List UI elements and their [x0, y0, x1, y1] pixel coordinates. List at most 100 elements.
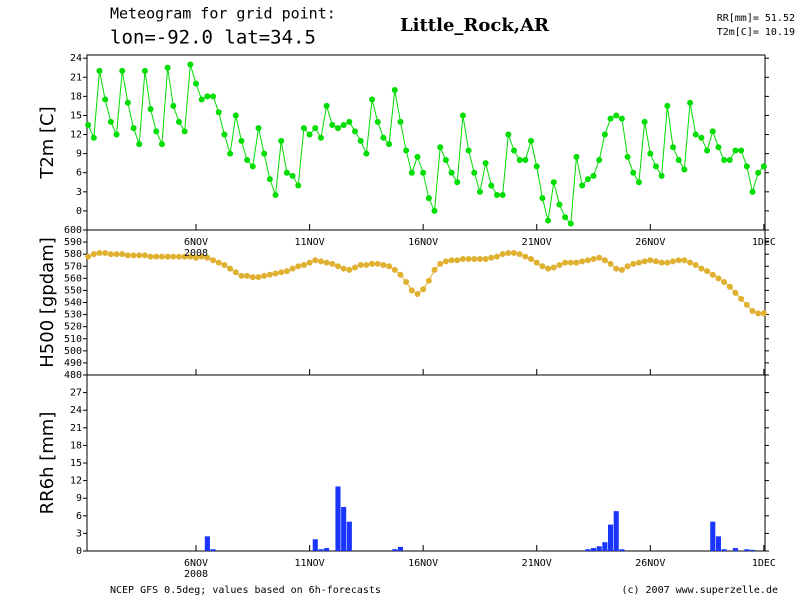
point	[85, 122, 92, 128]
point	[749, 307, 756, 314]
point	[533, 259, 540, 266]
y-tick-label: 480	[64, 370, 82, 381]
point	[153, 253, 160, 260]
point	[397, 271, 404, 278]
point	[158, 141, 165, 148]
y-tick-label: 600	[64, 225, 82, 236]
point	[397, 118, 404, 125]
point	[726, 157, 733, 163]
y-tick-label: 15	[70, 458, 82, 469]
point	[601, 131, 608, 138]
point	[511, 249, 518, 256]
point	[459, 256, 466, 262]
point	[743, 163, 750, 170]
point	[528, 256, 535, 262]
point	[675, 157, 682, 163]
point	[272, 270, 279, 277]
point	[391, 266, 398, 273]
point	[516, 157, 523, 163]
point	[420, 169, 427, 176]
point	[300, 262, 307, 269]
point	[261, 150, 268, 157]
point	[579, 182, 586, 189]
point	[187, 253, 194, 260]
y-tick-label: 550	[64, 285, 82, 296]
bar	[613, 511, 619, 551]
y-tick-label: 3	[76, 528, 82, 539]
y-tick-label: 27	[70, 388, 82, 399]
point	[244, 272, 251, 279]
y-tick-label: 12	[70, 476, 82, 487]
bar	[346, 521, 352, 551]
point	[96, 67, 103, 74]
point	[692, 131, 699, 138]
point	[698, 134, 705, 141]
point	[687, 259, 694, 266]
point	[329, 122, 336, 128]
point	[386, 141, 393, 148]
point	[107, 118, 114, 125]
point	[448, 257, 455, 264]
point	[493, 192, 500, 198]
subtitle: lon=-92.0 lat=34.5	[110, 27, 316, 49]
point	[482, 160, 489, 167]
point	[147, 106, 154, 113]
point	[210, 257, 217, 264]
bar	[710, 521, 716, 551]
bar	[335, 486, 341, 551]
point	[193, 80, 200, 87]
y-tick-label: 500	[64, 346, 82, 357]
point	[102, 96, 109, 103]
x-tick-label: 16NOV	[408, 558, 438, 569]
point	[465, 256, 472, 262]
point	[562, 259, 569, 266]
point	[715, 144, 722, 151]
y-tick-label: 580	[64, 249, 82, 260]
point	[448, 169, 455, 176]
point	[658, 259, 665, 266]
point	[476, 256, 483, 262]
point	[670, 258, 677, 265]
point	[96, 249, 103, 256]
point	[760, 310, 767, 317]
point	[289, 265, 296, 272]
point	[692, 262, 699, 269]
point	[249, 274, 256, 281]
point	[528, 137, 535, 144]
bar	[749, 549, 756, 551]
point	[437, 144, 444, 151]
x-tick-label: 21NOV	[522, 558, 552, 569]
point	[704, 147, 711, 154]
point	[403, 147, 410, 154]
point	[573, 259, 580, 266]
point	[374, 118, 381, 125]
point	[681, 257, 688, 264]
x-tick-label: 16NOV	[408, 237, 438, 248]
point	[454, 179, 461, 186]
point	[437, 260, 444, 267]
point	[590, 256, 597, 262]
y-tick-label: 3	[76, 187, 82, 198]
point	[607, 115, 614, 122]
y-tick-label: 18	[70, 91, 82, 102]
point	[630, 169, 637, 176]
y-tick-label: 15	[70, 110, 82, 121]
point	[255, 125, 262, 132]
point	[391, 87, 398, 93]
point	[334, 263, 341, 270]
point	[567, 259, 574, 266]
point	[380, 262, 387, 269]
point	[431, 266, 438, 273]
point	[90, 134, 97, 141]
point	[380, 134, 387, 141]
y-tick-label: 6	[76, 511, 82, 522]
point	[641, 118, 648, 125]
point	[261, 272, 268, 279]
point	[232, 112, 239, 119]
point	[141, 252, 148, 259]
point	[556, 201, 563, 208]
point	[420, 286, 427, 293]
y-tick-label: 520	[64, 322, 82, 333]
bar	[324, 548, 330, 551]
y-tick-label: 490	[64, 358, 82, 369]
